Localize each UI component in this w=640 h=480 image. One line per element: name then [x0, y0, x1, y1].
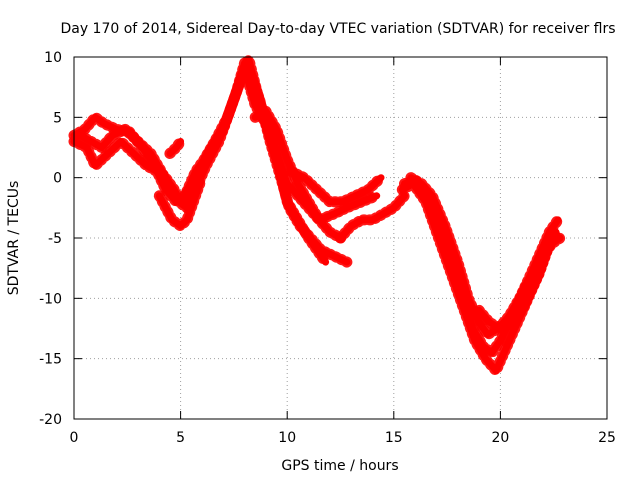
x-tick-label: 20: [491, 430, 509, 446]
series-5-markers: [164, 136, 187, 159]
y-tick-label: 5: [53, 110, 62, 126]
y-tick-label: 10: [44, 50, 62, 66]
x-tick-label: 10: [278, 430, 296, 446]
plot-frame: [73, 56, 608, 420]
series-7-markers: [286, 166, 387, 208]
series-8-markers: [335, 190, 410, 244]
chart-title: Day 170 of 2014, Sidereal Day-to-day VTE…: [60, 21, 615, 37]
y-tick-label: 0: [53, 171, 62, 187]
x-tick-label: 15: [385, 430, 403, 446]
y-tick-label: -20: [39, 412, 62, 428]
y-axis-label: SDTVAR / TECUs: [6, 181, 22, 296]
tick-labels: 0 5 10 15 20 25 -20 -15 -10 -5 0 5 10: [39, 50, 616, 446]
data-series-group: [68, 53, 566, 377]
y-tick-label: -10: [39, 291, 62, 307]
series-4-markers: [153, 178, 206, 232]
y-tick-label: -5: [48, 231, 62, 247]
x-tick-label: 25: [598, 430, 616, 446]
series-12-markers: [473, 226, 562, 334]
y-tick-label: -15: [39, 352, 62, 368]
x-axis-label: GPS time / hours: [281, 458, 398, 474]
x-tick-label: 0: [70, 430, 79, 446]
series-11-markers: [405, 172, 564, 340]
series-6-markers: [249, 105, 346, 244]
x-tick-label: 5: [176, 430, 185, 446]
